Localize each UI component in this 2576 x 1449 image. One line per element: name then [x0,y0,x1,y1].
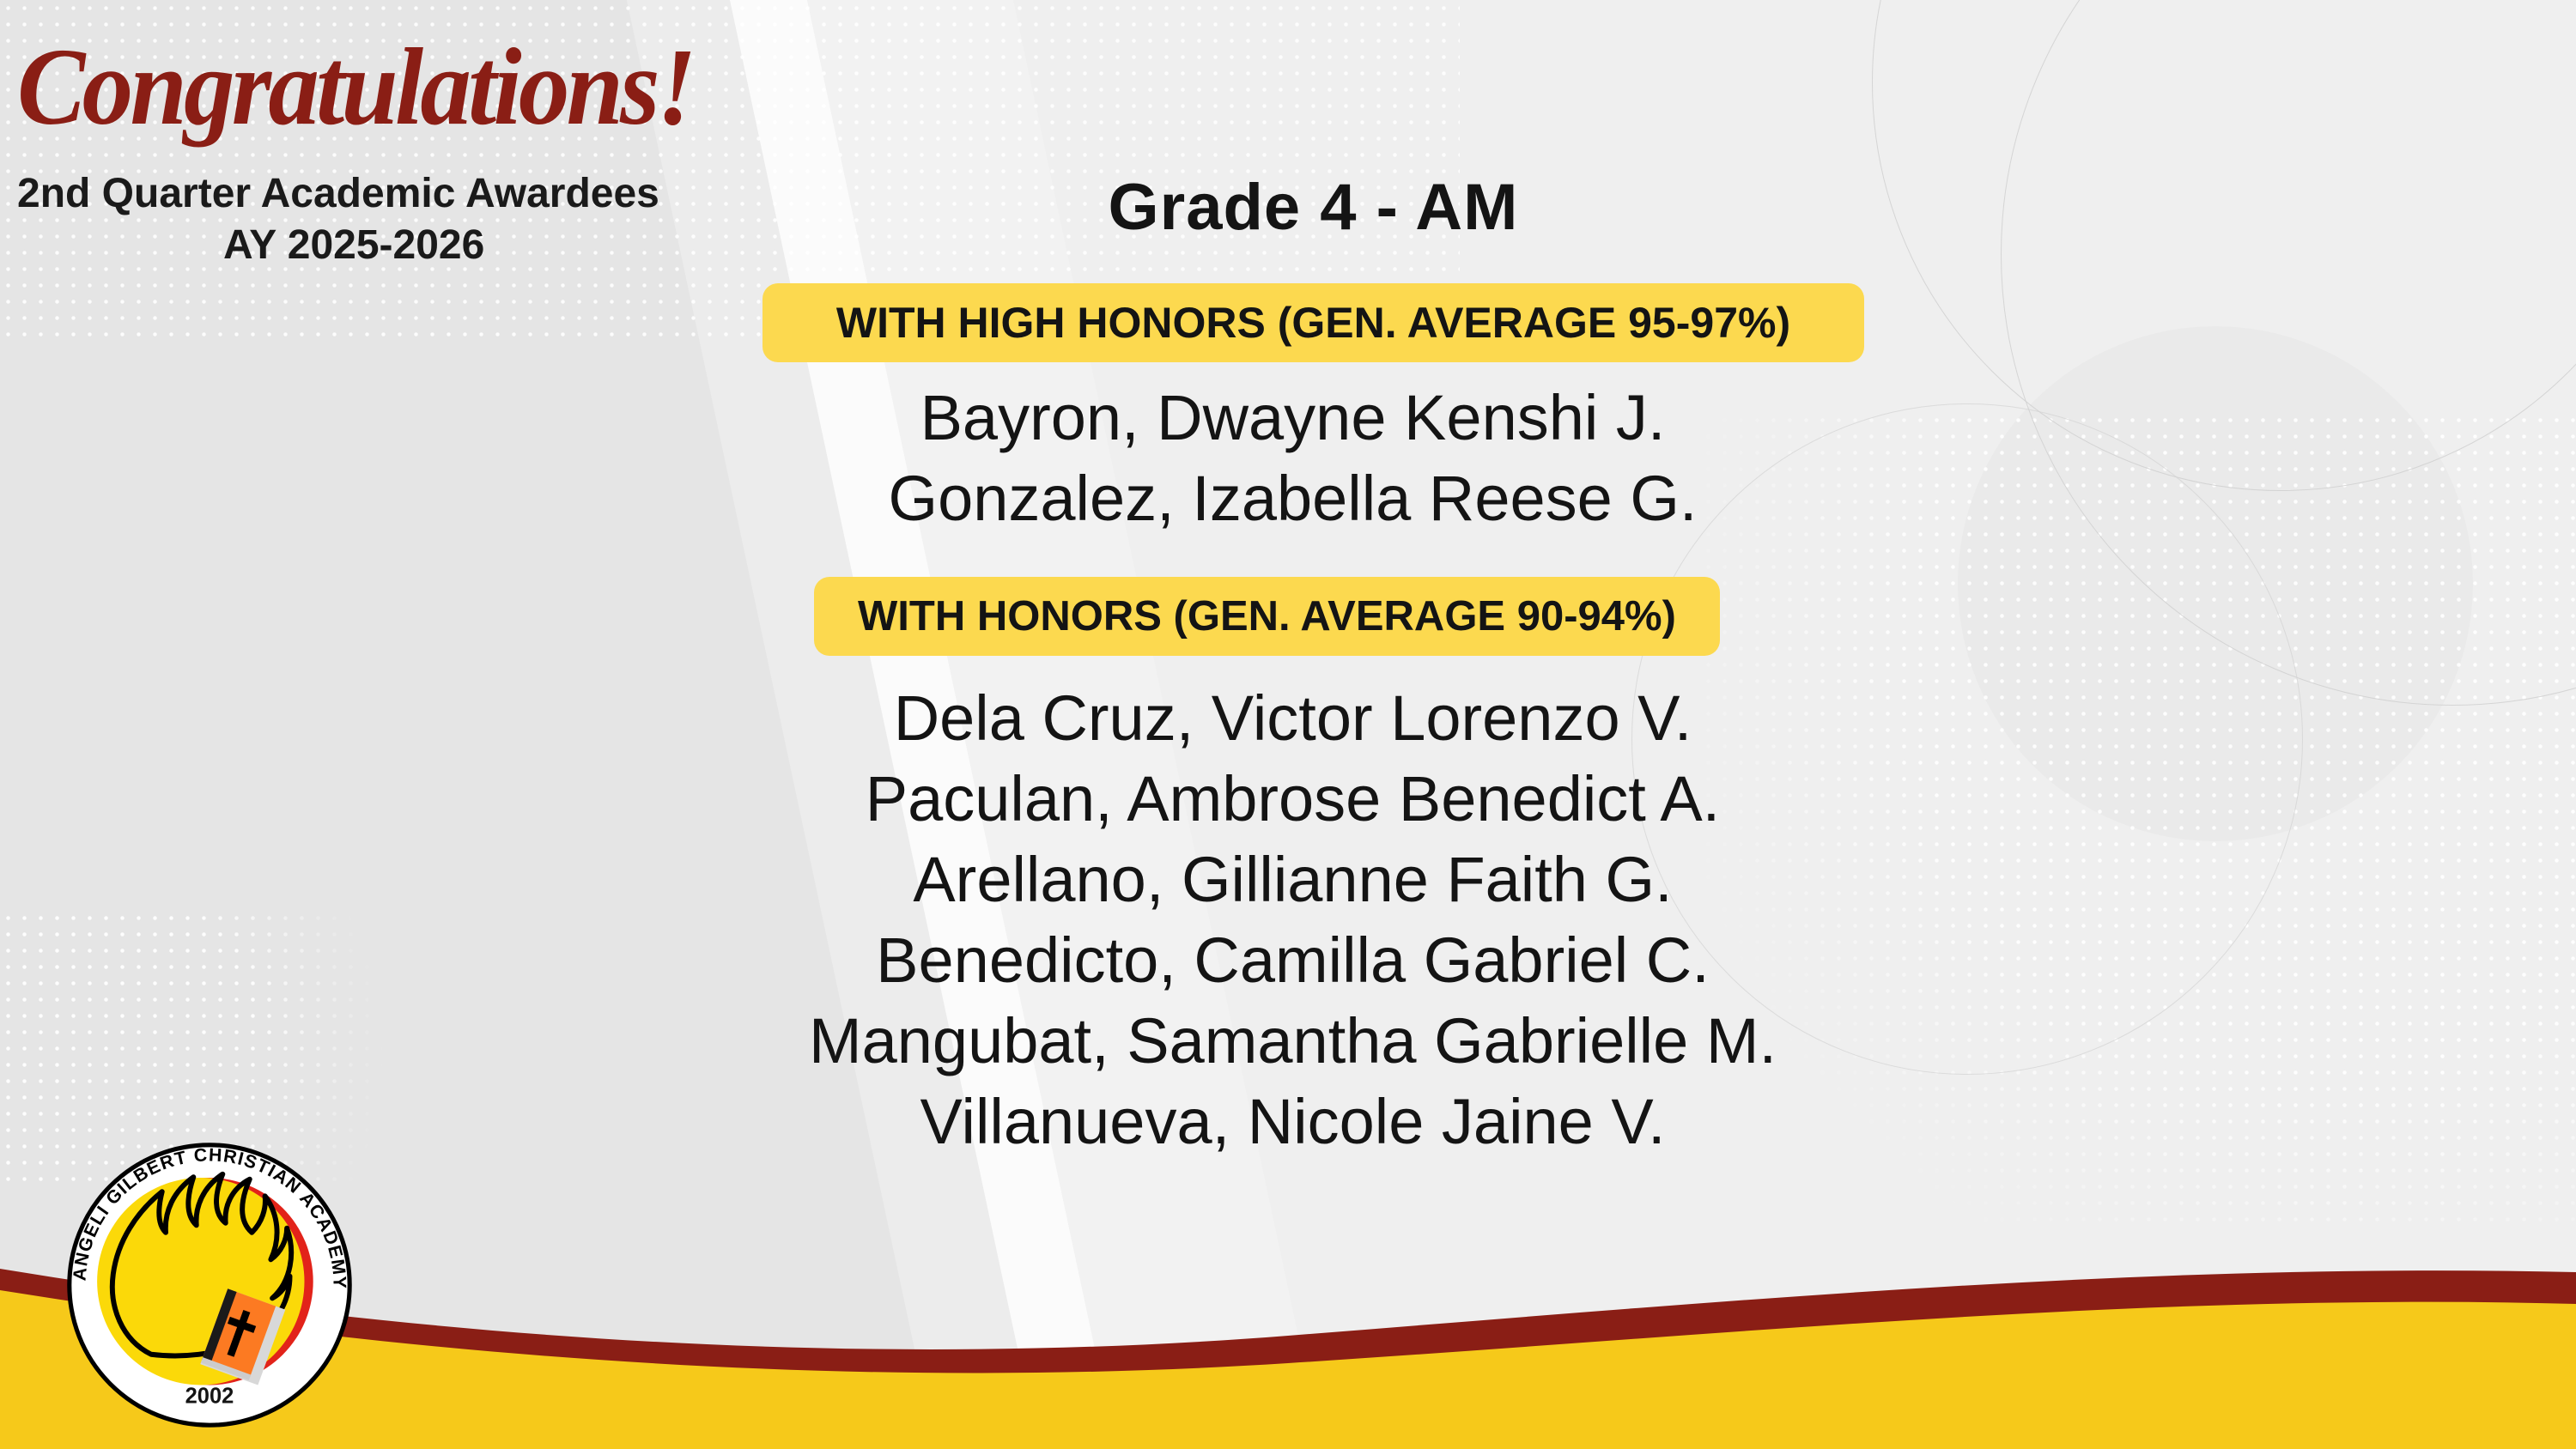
svg-text:2002: 2002 [185,1385,234,1409]
